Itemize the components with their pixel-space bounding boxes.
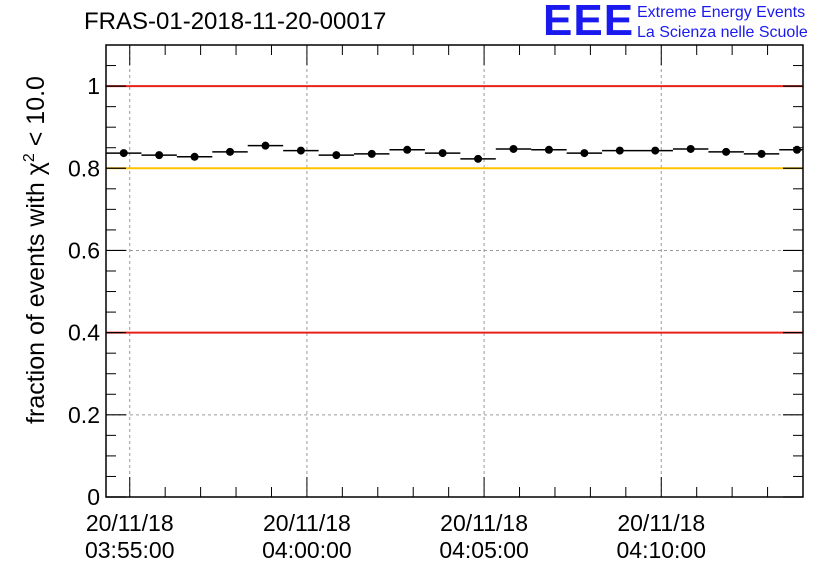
chart-title: FRAS-01-2018-11-20-00017 bbox=[84, 8, 387, 35]
x-tick-label-date: 20/11/18 bbox=[86, 510, 174, 536]
data-point bbox=[474, 154, 483, 163]
data-point bbox=[615, 146, 624, 155]
x-tick-label-time: 03:55:00 bbox=[85, 537, 175, 563]
data-point bbox=[226, 147, 235, 156]
y-tick-label: 1 bbox=[87, 73, 100, 99]
data-point bbox=[332, 151, 341, 160]
data-point bbox=[792, 145, 801, 154]
eee-logo-mark: EEE bbox=[543, 0, 635, 45]
x-tick-label-date: 20/11/18 bbox=[617, 510, 705, 536]
x-tick-label-time: 04:10:00 bbox=[616, 537, 706, 563]
y-tick-label: 0.2 bbox=[68, 402, 100, 428]
y-axis-label: fraction of events with χ2 < 10.0 bbox=[21, 76, 50, 424]
y-axis-label-text: fraction of events with bbox=[22, 175, 50, 424]
data-point bbox=[119, 149, 128, 158]
data-point bbox=[261, 141, 270, 150]
y-axis-label-threshold: < 10.0 bbox=[22, 76, 50, 153]
data-point bbox=[757, 149, 766, 158]
plot-frame bbox=[105, 44, 804, 498]
data-point bbox=[403, 145, 412, 154]
data-point bbox=[509, 144, 518, 153]
data-point bbox=[722, 147, 731, 156]
logo-subtitle-line1: Extreme Energy Events bbox=[637, 4, 806, 21]
data-point bbox=[367, 149, 376, 158]
x-tick-label-time: 04:00:00 bbox=[262, 537, 352, 563]
data-point bbox=[296, 146, 305, 155]
x-tick-label-date: 20/11/18 bbox=[263, 510, 351, 536]
data-point bbox=[438, 149, 447, 158]
y-tick-label: 0 bbox=[87, 484, 100, 510]
y-tick-label: 0.6 bbox=[68, 237, 100, 263]
data-point bbox=[155, 151, 164, 160]
data-point bbox=[190, 152, 199, 161]
y-tick-label: 0.8 bbox=[68, 155, 100, 181]
data-point bbox=[580, 149, 589, 158]
data-point bbox=[544, 145, 553, 154]
x-tick-label-time: 04:05:00 bbox=[439, 537, 529, 563]
logo-subtitle-line2: La Scienza nelle Scuole bbox=[637, 24, 808, 41]
y-axis-label-superscript: 2 bbox=[21, 153, 38, 162]
data-point bbox=[686, 144, 695, 153]
y-axis-label-chi: χ bbox=[22, 162, 50, 175]
y-tick-label: 0.4 bbox=[68, 320, 100, 346]
data-point bbox=[651, 146, 660, 155]
x-tick-label-date: 20/11/18 bbox=[440, 510, 528, 536]
